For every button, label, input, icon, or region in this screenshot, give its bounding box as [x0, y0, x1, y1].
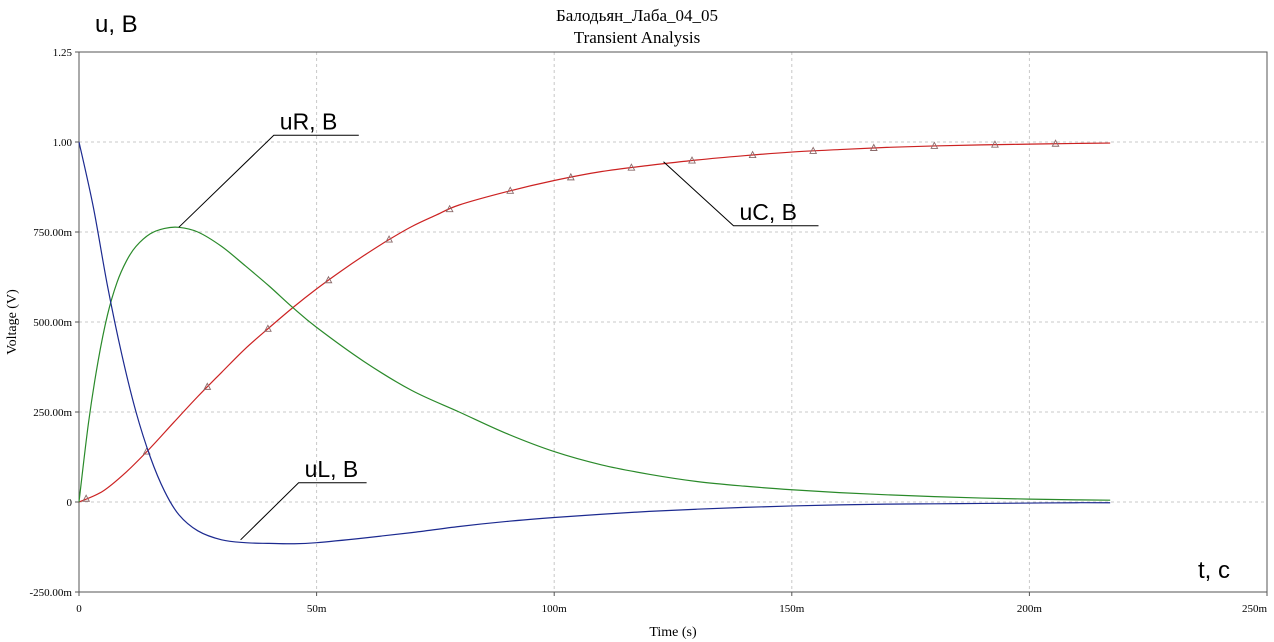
y-tick-label: -250.00m	[30, 587, 73, 599]
series-line-ucb	[78, 142, 1111, 503]
data-point-marker	[82, 494, 91, 502]
y-tick-label: 750.00m	[33, 227, 72, 239]
x-tick-label: 200m	[1017, 603, 1043, 615]
data-point-marker	[385, 235, 394, 243]
annotation-leader-urb	[178, 134, 359, 228]
data-point-marker	[263, 324, 272, 332]
data-point-marker	[506, 186, 515, 194]
annotation-leader-ulb	[240, 482, 367, 541]
y-tick-label: 250.00m	[33, 407, 72, 419]
x-axis-label: Time (s)	[649, 625, 697, 640]
annotations: uR, B uC, B uL, B	[178, 108, 819, 541]
chart-subtitle: Transient Analysis	[574, 28, 700, 47]
data-point-marker	[930, 141, 939, 149]
data-point-marker	[627, 163, 636, 171]
series-line-urb	[78, 226, 1111, 503]
series-line-ulb	[78, 141, 1111, 545]
y-tick-label: 1.00	[53, 137, 73, 149]
x-tick-label: 100m	[542, 603, 568, 615]
y-unit-label: u, B	[95, 11, 138, 38]
grid	[78, 51, 1268, 593]
x-tick-label: 250m	[1242, 603, 1268, 615]
annotation-leader-ucb	[663, 161, 819, 227]
data-point-marker	[324, 275, 333, 284]
tick-labels: 0 50m 100m 150m 200m 250m-250.00m0250.00m500.…	[30, 47, 1268, 615]
y-tick-label: 1.25	[53, 47, 73, 59]
x-tick-label: 150m	[779, 603, 805, 615]
data-point-marker	[445, 204, 454, 213]
chart-title: Балодьян_Лаба_04_05	[556, 6, 718, 25]
y-axis-label: Voltage (V)	[5, 289, 20, 355]
annotation-label-urb: uR, B	[280, 108, 338, 134]
annotation-label-ulb: uL, B	[305, 456, 359, 482]
data-point-marker	[809, 146, 818, 154]
data-point-marker	[203, 382, 212, 390]
x-tick-label: 0	[76, 603, 82, 615]
data-point-marker	[991, 140, 999, 148]
data-point-marker	[1051, 139, 1060, 147]
x-tick-label: 50m	[307, 603, 327, 615]
annotation-label-ucb: uC, B	[739, 199, 797, 225]
data-point-marker	[688, 156, 696, 164]
data-point-marker	[869, 143, 878, 151]
series-layer	[78, 139, 1111, 545]
y-tick-label: 0	[67, 497, 73, 509]
data-point-marker	[748, 150, 757, 158]
y-tick-label: 500.00m	[33, 317, 72, 329]
x-unit-label: t, c	[1198, 557, 1230, 584]
data-point-marker	[566, 172, 575, 181]
